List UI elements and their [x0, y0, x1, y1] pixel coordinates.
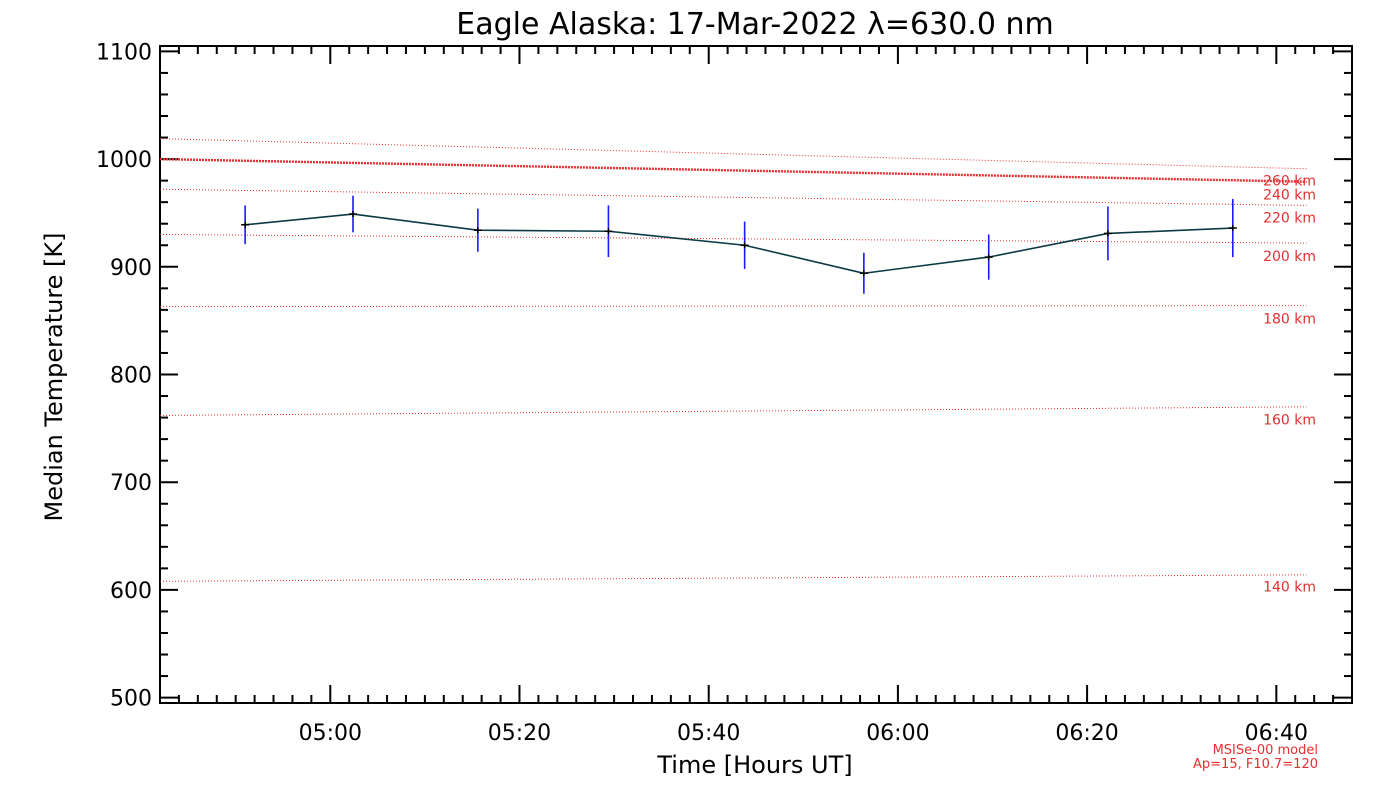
x-tick-label: 05:40: [677, 721, 740, 746]
model-footnote: MSISe-00 model: [1213, 743, 1318, 758]
model-curve-label: 220 km: [1263, 210, 1316, 226]
plot-area: 500 600 700 800 900 1000 1100 05:00 05:20 05:40 06…: [96, 40, 1353, 746]
y-tick-label: 900: [110, 256, 152, 281]
x-tick-label: 06:20: [1055, 721, 1118, 746]
model-curve-label: 180 km: [1263, 311, 1316, 327]
model-curve-180km: [159, 305, 1307, 308]
model-curve-label: 160 km: [1263, 413, 1316, 429]
x-tick-label: 05:20: [488, 721, 551, 746]
model-curve-200km: [159, 138, 1307, 170]
x-tick-label: 06:00: [866, 721, 929, 746]
model-curve-240km: [159, 188, 1307, 206]
model-curve-140km: [159, 574, 1307, 582]
model-curve-label: 260 km: [1263, 174, 1316, 190]
plot-frame: [159, 45, 1353, 704]
model-curve-label: 200 km: [1263, 249, 1316, 265]
y-tick-label: 700: [110, 471, 152, 496]
y-tick-label: 800: [110, 364, 152, 389]
x-tick-label: 06:40: [1245, 721, 1308, 746]
model-curve-label: 240 km: [1263, 188, 1316, 204]
model-curve-160km: [159, 406, 1307, 416]
model-curve-220km: [159, 233, 1307, 244]
y-axis-label: Median Temperature [K]: [40, 232, 68, 521]
y-tick-label: 1100: [96, 40, 152, 65]
y-tick-label: 500: [110, 687, 152, 712]
model-curve-260km: [159, 157, 1307, 183]
x-tick-label: 05:00: [299, 721, 362, 746]
y-tick-label: 600: [110, 579, 152, 604]
y-tick-label: 1000: [96, 148, 152, 173]
model-params-footnote: Ap=15, F10.7=120: [1193, 757, 1318, 772]
x-axis-label: Time [Hours UT]: [656, 751, 852, 779]
temperature-series-line: [245, 213, 1233, 275]
chart-title: Eagle Alaska: 17-Mar-2022 λ=630.0 nm: [456, 7, 1053, 42]
model-curve-label: 140 km: [1263, 580, 1316, 596]
